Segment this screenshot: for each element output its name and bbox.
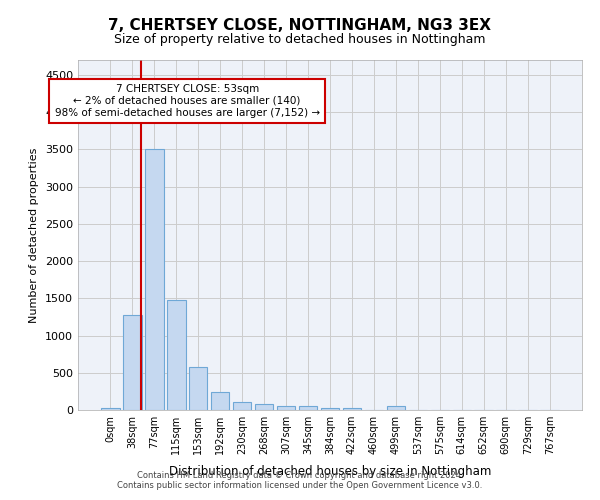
Text: 7 CHERTSEY CLOSE: 53sqm
← 2% of detached houses are smaller (140)
98% of semi-de: 7 CHERTSEY CLOSE: 53sqm ← 2% of detached… [55, 84, 320, 117]
Bar [101, 408, 119, 410]
Bar [211, 392, 229, 410]
X-axis label: Distribution of detached houses by size in Nottingham: Distribution of detached houses by size … [169, 466, 491, 478]
Bar [145, 150, 164, 410]
Bar [255, 404, 274, 410]
Bar [386, 406, 405, 410]
Bar [167, 300, 185, 410]
Text: Size of property relative to detached houses in Nottingham: Size of property relative to detached ho… [114, 32, 486, 46]
Bar [277, 406, 295, 410]
Bar [299, 406, 317, 410]
Bar [123, 314, 142, 410]
Bar [343, 408, 361, 410]
Bar [233, 402, 251, 410]
Text: Contains HM Land Registry data © Crown copyright and database right 2024.
Contai: Contains HM Land Registry data © Crown c… [118, 470, 482, 490]
Bar [320, 408, 340, 410]
Y-axis label: Number of detached properties: Number of detached properties [29, 148, 40, 322]
Text: 7, CHERTSEY CLOSE, NOTTINGHAM, NG3 3EX: 7, CHERTSEY CLOSE, NOTTINGHAM, NG3 3EX [109, 18, 491, 32]
Bar [189, 367, 208, 410]
